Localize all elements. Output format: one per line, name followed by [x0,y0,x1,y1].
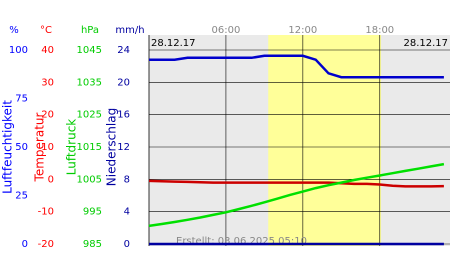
y-tick-label: 100 [9,45,28,56]
y-tick-label: 20 [41,110,54,121]
daylight-band [268,35,382,246]
y-tick-label: 0 [48,174,54,185]
y-tick-label: 1045 [77,45,102,56]
y-tick-label: -20 [38,239,54,250]
y-tick-label: 995 [83,207,102,218]
data-line [149,54,444,79]
y-tick-label: 16 [117,110,130,121]
y-tick-label: 1025 [77,110,102,121]
y-tick-label: 1005 [77,174,102,185]
y-tick-label: 24 [117,45,130,56]
x-tick-label: 18:00 [365,25,394,36]
y-tick-label: 10 [41,142,54,153]
axis-unit: % [9,25,19,36]
date-right: 28.12.17 [403,38,448,49]
y-tick-label: 40 [41,45,54,56]
y-tick-label: 1035 [77,77,102,88]
x-tick-label: 12:00 [288,25,317,36]
y-tick-label: 1015 [77,142,102,153]
y-tick-label: 0 [22,239,28,250]
y-tick-label: 75 [15,94,28,105]
axis-title: Luftdruck [65,119,79,176]
y-tick-label: 12 [117,142,130,153]
y-tick-label: 8 [124,174,130,185]
date-left: 28.12.17 [151,38,196,49]
y-tick-label: 4 [124,207,130,218]
data-line [148,179,444,188]
x-tick-label: 06:00 [212,25,241,36]
data-line [148,162,445,228]
y-tick-label: 30 [41,77,54,88]
y-tick-label: 0 [124,239,130,250]
y-tick-label: 20 [117,77,130,88]
axis-unit: °C [40,25,52,36]
footer: Erstellt: 03.06.2025 05:10 [176,236,307,247]
axis-unit: hPa [81,25,99,36]
axis-title: Luftfeuchtigkeit [1,100,15,194]
y-tick-label: 50 [15,142,28,153]
axis-title: Temperatur [33,112,47,182]
y-tick-label: 985 [83,239,102,250]
axis-unit: mm/h [115,25,144,36]
y-tick-label: -10 [38,207,54,218]
axis-title: Niederschlag [105,108,119,186]
y-tick-label: 25 [15,191,28,202]
